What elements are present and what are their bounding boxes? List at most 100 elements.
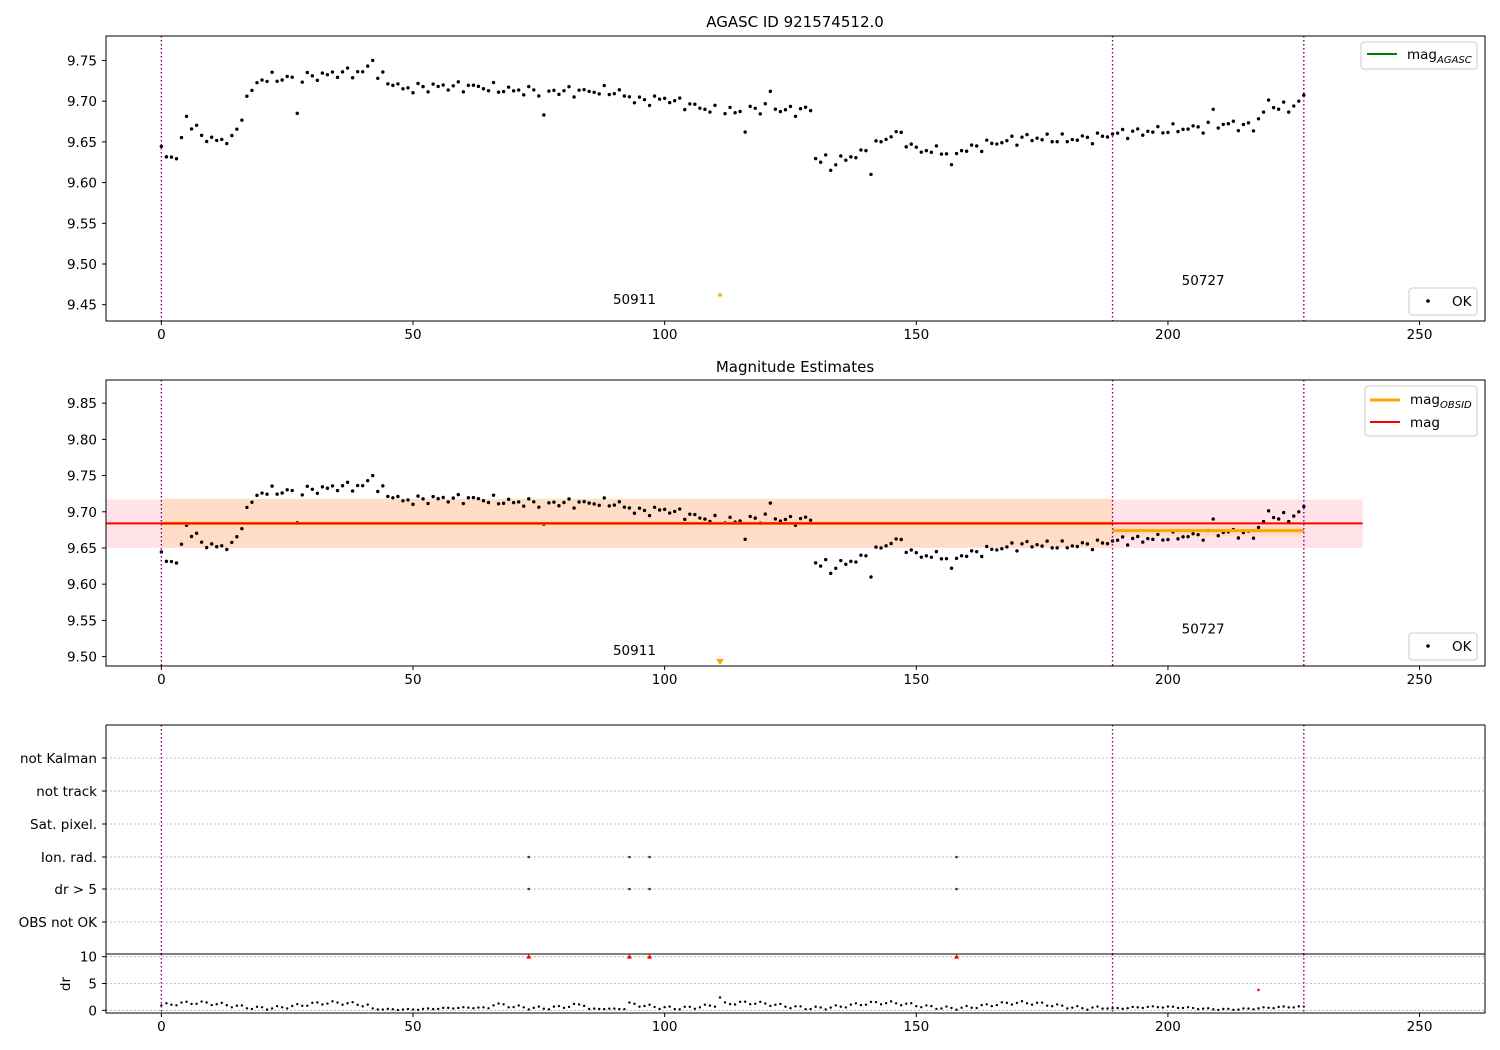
- agasc-data-point: [1025, 132, 1029, 137]
- agasc-data-point: [436, 84, 440, 89]
- dr-point: [462, 1005, 465, 1009]
- dr-point: [1166, 1005, 1170, 1008]
- estimates-data-point: [1271, 515, 1276, 520]
- estimates-data-point: [1281, 510, 1286, 515]
- agasc-data-point: [235, 127, 239, 131]
- estimates-data-point: [788, 514, 793, 519]
- estimates-data-point: [803, 515, 808, 519]
- dr-point: [306, 1004, 309, 1008]
- agasc-ytick-label: 9.45: [67, 298, 97, 314]
- estimates-data-point: [421, 497, 425, 501]
- legend-label-ok: OK: [1452, 294, 1473, 310]
- agasc-data-point: [300, 80, 304, 84]
- dr-point: [874, 1000, 878, 1004]
- estimates-data-point: [713, 513, 717, 518]
- agasc-data-point: [995, 142, 999, 146]
- dr-point: [1081, 1006, 1084, 1010]
- dr-point: [1050, 1004, 1054, 1008]
- agasc-data-point: [255, 80, 259, 85]
- estimates-data-point: [366, 478, 370, 483]
- panel1-title: AGASC ID 921574512.0: [706, 13, 884, 31]
- dr-point: [598, 1007, 601, 1011]
- estimates-ytick-label: 9.60: [67, 577, 97, 593]
- estimates-data-point: [426, 501, 430, 506]
- estimates-data-point: [894, 537, 898, 541]
- agasc-data-point: [864, 148, 868, 153]
- dr-point: [426, 1007, 430, 1010]
- dr-point: [512, 1005, 515, 1009]
- dr-point: [326, 1002, 329, 1005]
- dr-point: [220, 1001, 223, 1005]
- estimates-data-point: [798, 516, 803, 521]
- estimates-data-point: [597, 503, 601, 508]
- estimates-data-point: [567, 497, 571, 501]
- dr-point: [930, 1004, 933, 1008]
- dr-point: [1015, 1001, 1019, 1005]
- estimates-data-point: [340, 484, 345, 488]
- estimates-data-point: [199, 540, 204, 544]
- agasc-data-point: [587, 89, 591, 94]
- dr-point: [165, 1002, 168, 1005]
- dr-point: [250, 1007, 254, 1011]
- agasc-data-point: [859, 148, 863, 152]
- flag-row-label: Ion. rad.: [41, 850, 97, 866]
- agasc-data-point: [652, 94, 657, 98]
- agasc-xtick-label: 0: [157, 327, 166, 343]
- estimates-ytick-label: 9.65: [67, 541, 97, 557]
- agasc-data-point: [1161, 131, 1165, 135]
- estimates-data-point: [683, 517, 687, 522]
- dr-point: [905, 1002, 908, 1005]
- estimates-data-point: [1297, 510, 1301, 514]
- agasc-data-point: [733, 110, 737, 115]
- agasc-data-point: [189, 127, 194, 131]
- dr-point: [940, 1007, 943, 1010]
- estimates-data-point: [1196, 532, 1200, 537]
- estimates-data-point: [959, 554, 964, 558]
- dr-point: [522, 1006, 525, 1009]
- agasc-data-point: [597, 92, 601, 96]
- dr-point: [376, 1008, 379, 1011]
- estimates-data-point: [456, 492, 460, 497]
- agasc-data-point: [562, 89, 566, 93]
- agasc-data-point: [944, 152, 949, 156]
- agasc-data-point: [179, 135, 184, 140]
- dr-point: [280, 1006, 284, 1009]
- legend-marker-ok: [1426, 299, 1430, 303]
- agasc-data-point: [491, 80, 496, 85]
- agasc-data-point: [320, 71, 325, 75]
- legend-marker-ok: [1426, 644, 1430, 648]
- dr-point: [970, 1006, 973, 1009]
- agasc-data-point: [1085, 135, 1090, 140]
- estimates-data-point: [270, 484, 274, 488]
- dr-xtick-label: 150: [903, 1019, 929, 1035]
- dr-highlight-point: [1257, 988, 1260, 992]
- dr-point: [1076, 1004, 1079, 1008]
- agasc-data-point: [929, 150, 934, 155]
- estimates-data-point: [577, 500, 581, 504]
- agasc-data-point: [230, 133, 234, 138]
- agasc-data-point: [547, 89, 551, 93]
- estimates-data-point: [1105, 541, 1110, 546]
- agasc-data-point: [1266, 98, 1271, 102]
- agasc-data-point: [174, 157, 179, 161]
- estimates-data-point: [1251, 536, 1256, 540]
- dr-point: [235, 1004, 239, 1007]
- agasc-data-point: [501, 89, 506, 94]
- agasc-data-point: [1110, 132, 1115, 136]
- estimates-data-point: [1125, 543, 1130, 547]
- agasc-data-point: [592, 90, 596, 95]
- estimates-data-point: [1201, 538, 1205, 542]
- estimates-data-point: [703, 517, 707, 521]
- dr-point: [447, 1006, 450, 1010]
- estimates-data-point: [381, 484, 385, 488]
- agasc-data-point: [758, 112, 762, 116]
- dr-ytick-label: 5: [88, 977, 97, 993]
- estimates-data-point: [310, 487, 315, 491]
- estimates-data-point: [1005, 545, 1009, 549]
- estimates-data-point: [864, 554, 868, 558]
- dr-point: [834, 1004, 837, 1007]
- agasc-data-point: [964, 149, 969, 153]
- panel-dr: 0 50 100 150 200 250 0 5 10 dr: [58, 950, 1486, 1035]
- dr-point: [1086, 1008, 1089, 1011]
- dr-point: [804, 1007, 807, 1011]
